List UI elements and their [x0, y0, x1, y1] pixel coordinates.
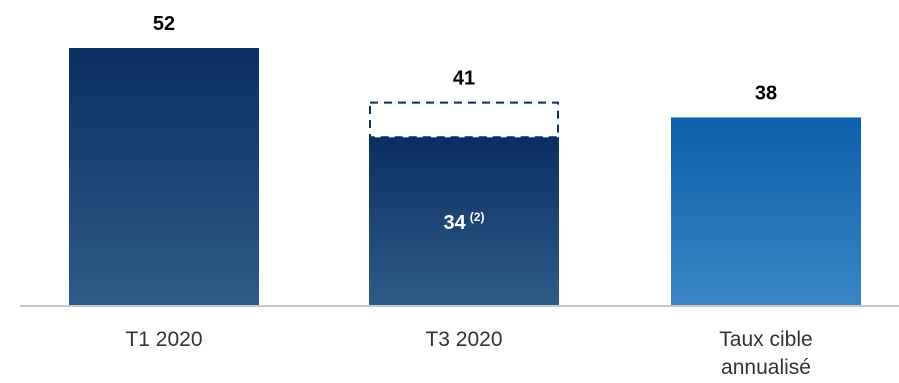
inner-value-footnote: (2): [470, 210, 485, 224]
category-label-t1-2020: T1 2020: [125, 328, 202, 351]
bar-t1-2020: [69, 48, 259, 306]
value-label-t1-2020: 52: [153, 13, 175, 35]
category-label-t3-2020: T3 2020: [425, 328, 502, 351]
bar-taux-cible-annualis: [671, 117, 861, 306]
value-label-t3-2020: 41: [453, 68, 475, 90]
value-label-taux-cible-annualis: 38: [755, 82, 777, 104]
category-label-taux-cible-annualis: Taux cible annualisé: [719, 328, 812, 378]
inner-value-label: 34 (2): [444, 210, 485, 234]
bar-dashed-extension: [369, 101, 559, 139]
bar-t3-2020: [369, 137, 559, 306]
